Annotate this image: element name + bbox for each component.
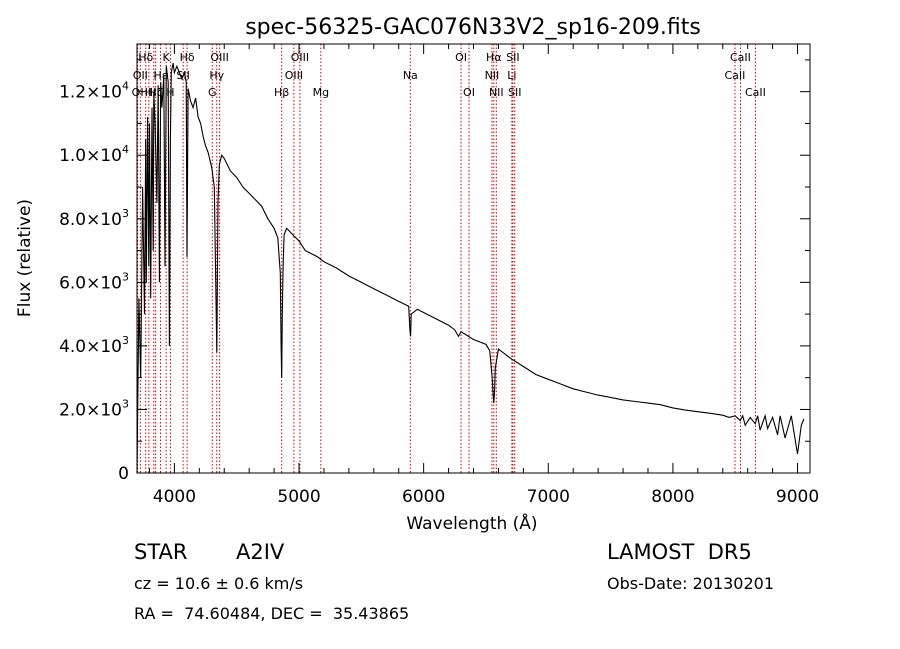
- object-class: STAR: [134, 540, 188, 564]
- x-axis: 4000 5000 6000 7000 8000 9000: [148, 44, 819, 507]
- line-marker-label: Hδ: [138, 51, 153, 64]
- line-marker-label: G: [208, 86, 217, 99]
- survey-release: LAMOST DR5: [607, 540, 752, 564]
- line-marker-label: SII: [506, 51, 519, 64]
- spectrum-line: [136, 62, 805, 474]
- y-tick-label: 0: [118, 464, 129, 484]
- line-marker-label: Hγ: [209, 69, 224, 82]
- line-marker-label: OI: [455, 51, 467, 64]
- line-marker-label: CaII: [745, 86, 766, 99]
- y-axis-label: Flux (relative): [15, 199, 35, 317]
- y-tick-label: 1.0×104: [59, 143, 129, 166]
- line-marker-label: CaII: [730, 51, 751, 64]
- x-tick-label: 6000: [402, 487, 445, 507]
- line-marker-label: OI: [132, 86, 144, 99]
- line-marker-label: SII: [508, 86, 521, 99]
- line-marker-label: Hζ: [149, 86, 163, 99]
- observation-date: Obs-Date: 20130201: [607, 574, 775, 593]
- line-marker-label: Hδ: [180, 51, 195, 64]
- line-markers: [137, 44, 756, 473]
- x-tick-label: 8000: [651, 487, 694, 507]
- line-marker-label: H: [145, 86, 153, 99]
- y-tick-label: 2.0×103: [59, 397, 129, 420]
- x-tick-label: 7000: [527, 487, 570, 507]
- sky-coordinates: RA = 74.60484, DEC = 35.43865: [134, 604, 410, 623]
- line-marker-label: Li: [507, 69, 516, 82]
- line-marker-label: NII: [485, 69, 500, 82]
- line-marker-label: OII: [133, 69, 148, 82]
- x-tick-label: 9000: [776, 487, 819, 507]
- y-tick-label: 6.0×103: [59, 270, 129, 293]
- y-axis: 0 2.0×103 4.0×103 6.0×103 8.0×103 1.0×104 1.2×…: [59, 59, 810, 484]
- spectral-type: A2IV: [236, 540, 285, 564]
- line-marker-label: Hα: [486, 51, 502, 64]
- line-marker-label: Mg: [313, 86, 329, 99]
- line-marker-label: NII: [489, 86, 504, 99]
- x-axis-label: Wavelength (Å): [406, 512, 537, 534]
- line-marker-label: CaII: [725, 69, 746, 82]
- line-marker-label: H: [166, 86, 174, 99]
- line-marker-label: Hε: [153, 69, 167, 82]
- line-marker-label: Hβ: [274, 86, 289, 99]
- line-marker-label: OI: [463, 86, 475, 99]
- chart-title: spec-56325-GAC076N33V2_sp16-209.fits: [245, 15, 701, 40]
- y-tick-label: 1.2×104: [59, 80, 129, 103]
- line-marker-label: K: [163, 51, 171, 64]
- y-tick-label: 8.0×103: [59, 207, 129, 230]
- line-marker-label: OIII: [285, 69, 303, 82]
- x-tick-label: 4000: [153, 487, 196, 507]
- y-tick-label: 4.0×103: [59, 334, 129, 357]
- plot-frame: [136, 43, 811, 474]
- line-marker-label: OIII: [291, 51, 309, 64]
- line-marker-label: OIII: [210, 51, 228, 64]
- redshift-velocity: cz = 10.6 ± 0.6 km/s: [134, 574, 304, 593]
- x-tick-label: 5000: [277, 487, 320, 507]
- line-marker-label: Na: [403, 69, 418, 82]
